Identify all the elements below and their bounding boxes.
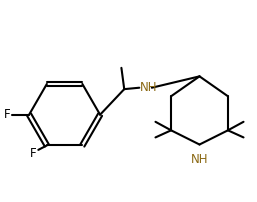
Text: NH: NH bbox=[140, 80, 157, 93]
Text: F: F bbox=[30, 146, 37, 159]
Text: NH: NH bbox=[191, 153, 208, 166]
Text: F: F bbox=[4, 107, 11, 120]
